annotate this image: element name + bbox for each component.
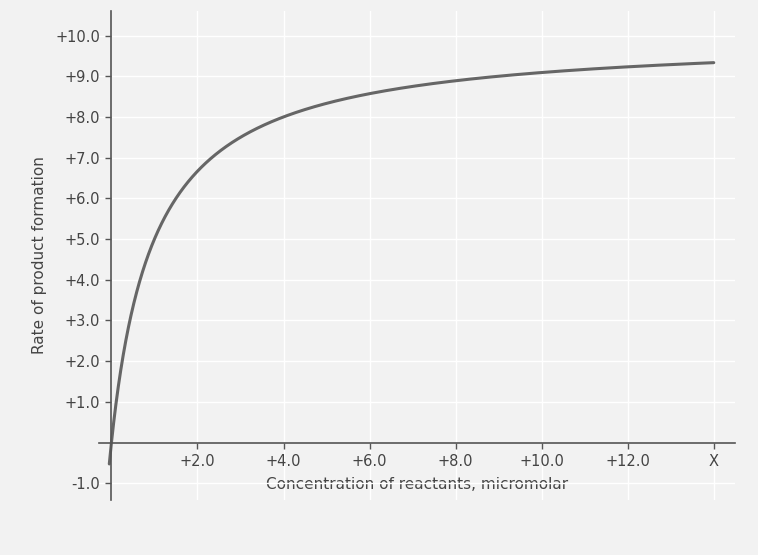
Y-axis label: Rate of product formation: Rate of product formation (32, 157, 47, 354)
X-axis label: Concentration of reactants, micromolar: Concentration of reactants, micromolar (266, 477, 568, 492)
